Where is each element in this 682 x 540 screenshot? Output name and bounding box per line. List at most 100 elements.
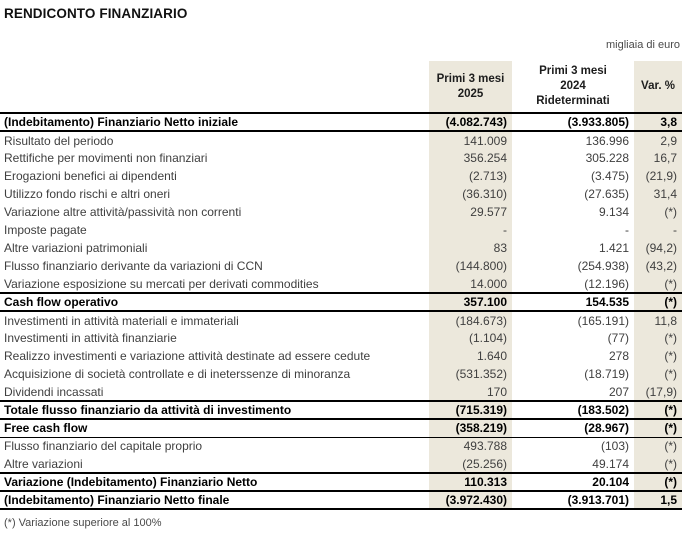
table-row: Altre variazioni patrimoniali 83 1.421 (94,…: [0, 239, 682, 257]
value-2025: (3.972.430): [429, 490, 512, 510]
value-var-pct: (*): [634, 400, 682, 420]
row-label: Utilizzo fondo rischi e altri oneri: [4, 187, 171, 201]
value-2025: 356.254: [429, 149, 512, 167]
row-label: Cash flow operativo: [0, 292, 429, 312]
value-2024-restated: -: [625, 223, 629, 237]
table-row: Realizzo investimenti e variazione attiv…: [0, 347, 682, 365]
value-2024-restated: (165.191): [577, 313, 629, 328]
row-label: Investimenti in attività materiali e imm…: [4, 313, 239, 328]
value-2024-restated: (183.502): [512, 400, 634, 420]
table-row: Utilizzo fondo rischi e altri oneri (36.3…: [0, 185, 682, 203]
value-2024-restated: 207: [608, 384, 629, 399]
value-2024-restated: 154.535: [512, 292, 634, 312]
table-row: Investimenti in attività finanziarie (1.1…: [0, 329, 682, 347]
value-var-pct: -: [634, 221, 682, 239]
row-label: Flusso finanziario derivante da variazio…: [4, 259, 263, 273]
unit-note: migliaia di euro: [606, 39, 680, 51]
row-label: Flusso finanziario del capitale proprio: [4, 439, 203, 454]
table-row: Erogazioni benefici ai dipendenti (2.713)…: [0, 167, 682, 185]
value-2025: 170: [429, 383, 512, 401]
value-var-pct: (*): [634, 365, 682, 383]
value-2025: (184.673): [429, 311, 512, 329]
row-label: Acquisizione di società controllate e di…: [4, 367, 351, 381]
row-label: Variazione altre attività/passività non …: [4, 205, 242, 219]
row-label: Risultato del periodo: [4, 133, 114, 148]
value-2025: -: [429, 221, 512, 239]
row-label: Variazione (Indebitamento) Finanziario N…: [0, 472, 429, 492]
value-2024-restated: (77): [607, 331, 629, 345]
row-label: Totale flusso finanziario da attività di…: [0, 400, 429, 420]
value-var-pct: 3,8: [634, 112, 682, 132]
table-row: Imposte pagate - - -: [0, 221, 682, 239]
value-var-pct: 1,5: [634, 490, 682, 510]
value-2025: (2.713): [429, 167, 512, 185]
value-var-pct: (*): [634, 455, 682, 473]
page-title: RENDICONTO FINANZIARIO: [4, 6, 188, 21]
table-row: Variazione altre attività/passività non …: [0, 203, 682, 221]
value-var-pct: (*): [634, 203, 682, 221]
row-label: Erogazioni benefici ai dipendenti: [4, 169, 177, 183]
row-label: Altre variazioni: [4, 456, 83, 471]
value-var-pct: (*): [634, 292, 682, 312]
table-row: Altre variazioni (25.256) 49.174 (*): [0, 455, 682, 473]
value-2024-restated: 278: [608, 349, 629, 363]
row-label: (Indebitamento) Finanziario Netto finale: [0, 490, 429, 510]
value-2024-restated: (27.635): [584, 187, 629, 201]
value-var-pct: (*): [634, 347, 682, 365]
row-label: (Indebitamento) Finanziario Netto inizia…: [0, 112, 429, 132]
table-row: Variazione (Indebitamento) Finanziario N…: [0, 472, 682, 492]
value-2024-restated: (18.719): [584, 367, 629, 381]
value-2025: 357.100: [429, 292, 512, 312]
row-label: Realizzo investimenti e variazione attiv…: [4, 349, 371, 363]
value-var-pct: (*): [634, 275, 682, 293]
row-label: Investimenti in attività finanziarie: [4, 331, 177, 345]
value-2024-restated: (3.913.701): [512, 490, 634, 510]
table-row: Flusso finanziario derivante da variazio…: [0, 257, 682, 275]
value-2025: 29.577: [429, 203, 512, 221]
value-2024-restated: 9.134: [598, 205, 629, 219]
value-var-pct: 31,4: [634, 185, 682, 203]
table-row: Totale flusso finanziario da attività di…: [0, 400, 682, 420]
row-label: Dividendi incassati: [4, 384, 104, 399]
value-2025: (1.104): [429, 329, 512, 347]
table-body: (Indebitamento) Finanziario Netto inizia…: [0, 112, 682, 510]
table-row: Free cash flow (358.219) (28.967) (*): [0, 418, 682, 438]
value-2024-restated: 136.996: [585, 133, 629, 148]
column-header-var-label: Var. %: [641, 80, 675, 93]
row-label: Imposte pagate: [4, 223, 87, 237]
value-var-pct: (*): [634, 329, 682, 347]
table-row: Dividendi incassati 170 207 (17,9): [0, 383, 682, 401]
value-2025: (531.352): [429, 365, 512, 383]
value-var-pct: (17,9): [634, 383, 682, 401]
value-var-pct: (*): [634, 472, 682, 492]
value-2025: (715.319): [429, 400, 512, 420]
column-header-var-pct: Var. %: [634, 61, 682, 113]
value-2025: (144.800): [429, 257, 512, 275]
value-2025: 110.313: [429, 472, 512, 492]
value-2025: (358.219): [429, 418, 512, 438]
label-column-header: [0, 61, 429, 113]
value-2025: (36.310): [429, 185, 512, 203]
value-var-pct: (*): [634, 437, 682, 455]
table-row: Acquisizione di società controllate e di…: [0, 365, 682, 383]
value-2024-restated: 49.174: [592, 456, 629, 471]
table-row: (Indebitamento) Finanziario Netto inizia…: [0, 112, 682, 132]
value-2024-restated: (12.196): [584, 276, 629, 291]
value-2024-restated: (254.938): [577, 259, 629, 273]
value-var-pct: 11,8: [634, 311, 682, 329]
value-var-pct: (*): [634, 418, 682, 438]
value-2025: 83: [429, 239, 512, 257]
value-2025: (4.082.743): [429, 112, 512, 132]
value-var-pct: (21,9): [634, 167, 682, 185]
table-row: Risultato del periodo 141.009 136.996 2,9: [0, 131, 682, 149]
value-2024-restated: 1.421: [598, 241, 629, 255]
value-var-pct: (94,2): [634, 239, 682, 257]
value-2024-restated: (28.967): [512, 418, 634, 438]
column-header-2024-label: Primi 3 mesi 2024 Rideterminati: [536, 65, 610, 107]
row-label: Altre variazioni patrimoniali: [4, 241, 148, 255]
value-2025: 493.788: [429, 437, 512, 455]
value-2025: 14.000: [429, 275, 512, 293]
row-label: Free cash flow: [0, 418, 429, 438]
header-row: Primi 3 mesi 2025 Primi 3 mesi 2024 Ride…: [0, 61, 682, 113]
